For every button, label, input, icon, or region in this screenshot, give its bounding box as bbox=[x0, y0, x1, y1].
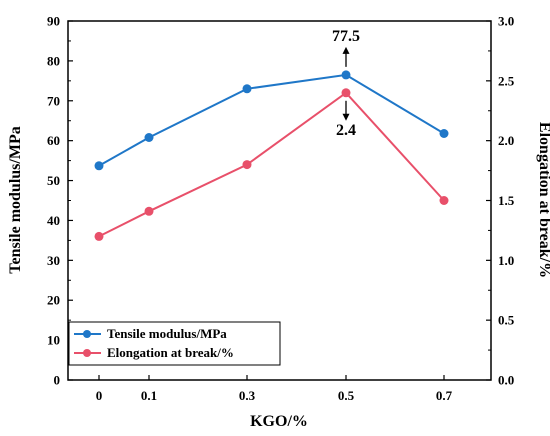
legend-swatch-marker-tensile bbox=[83, 330, 91, 338]
y-left-tick-label-90: 90 bbox=[47, 14, 60, 29]
x-tick-label-0: 0 bbox=[96, 388, 103, 403]
y-axis-right-title: Elongation at break/% bbox=[536, 122, 550, 278]
legend-swatch-marker-elongation bbox=[83, 349, 91, 357]
annotations: 77.5 2.4 bbox=[332, 28, 360, 139]
annotation-arrow-head-0 bbox=[342, 46, 350, 54]
series-1-point-0 bbox=[94, 231, 104, 241]
annotation-arrow-head-1 bbox=[342, 113, 350, 121]
y-axis-left-title: Tensile modulus/MPa bbox=[7, 126, 24, 273]
y-right-tick-label-0.0: 0.0 bbox=[498, 373, 514, 388]
y-left-tick-label-70: 70 bbox=[47, 93, 60, 108]
series-0-point-4 bbox=[439, 129, 449, 138]
series-0-point-2 bbox=[242, 84, 252, 94]
legend-label-elongation: Elongation at break/% bbox=[107, 345, 234, 360]
series-1-point-1 bbox=[144, 206, 154, 216]
y-right-tick-label-2.0: 2.0 bbox=[498, 133, 514, 148]
series-1-point-2 bbox=[242, 160, 252, 170]
legend: Tensile modulus/MPa Elongation at break/… bbox=[68, 321, 281, 366]
y-left-tick-label-40: 40 bbox=[47, 213, 60, 228]
y-right-tick-label-1.0: 1.0 bbox=[498, 253, 514, 268]
y-right-tick-label-2.5: 2.5 bbox=[498, 73, 515, 88]
series-0-point-3 bbox=[341, 70, 351, 80]
x-tick-label-0.7: 0.7 bbox=[436, 388, 453, 403]
legend-box bbox=[68, 321, 281, 366]
y-left-tick-label-30: 30 bbox=[47, 253, 60, 268]
series-layer bbox=[94, 70, 449, 241]
legend-label-tensile: Tensile modulus/MPa bbox=[107, 326, 227, 341]
series-1-point-4 bbox=[439, 196, 449, 205]
x-tick-label-0.5: 0.5 bbox=[338, 388, 355, 403]
y-left-tick-label-0: 0 bbox=[54, 373, 61, 388]
y-right-tick-label-0.5: 0.5 bbox=[498, 313, 515, 328]
x-tick-label-0.3: 0.3 bbox=[239, 388, 256, 403]
x-tick-label-0.1: 0.1 bbox=[141, 388, 157, 403]
y-left-tick-label-20: 20 bbox=[47, 293, 60, 308]
y-left-tick-label-10: 10 bbox=[47, 333, 60, 348]
series-1-point-3 bbox=[341, 88, 351, 98]
x-axis-title: KGO/% bbox=[250, 413, 308, 430]
annotation-label-0: 77.5 bbox=[332, 28, 360, 45]
series-0-point-0 bbox=[94, 161, 104, 171]
y-right-tick-label-1.5: 1.5 bbox=[498, 193, 515, 208]
ticks: 0 10 20 30 40 50 60 70 80 90 0.0 0.5 1.0 1.5 2.0 2.5 3.0… bbox=[47, 14, 515, 404]
annotation-label-1: 2.4 bbox=[336, 122, 356, 139]
series-0-point-1 bbox=[144, 133, 154, 142]
y-left-tick-label-80: 80 bbox=[47, 53, 60, 68]
y-left-tick-label-50: 50 bbox=[47, 173, 60, 188]
y-right-tick-label-3.0: 3.0 bbox=[498, 14, 514, 29]
series-line-0 bbox=[98, 73, 445, 167]
y-left-tick-label-60: 60 bbox=[47, 133, 60, 148]
